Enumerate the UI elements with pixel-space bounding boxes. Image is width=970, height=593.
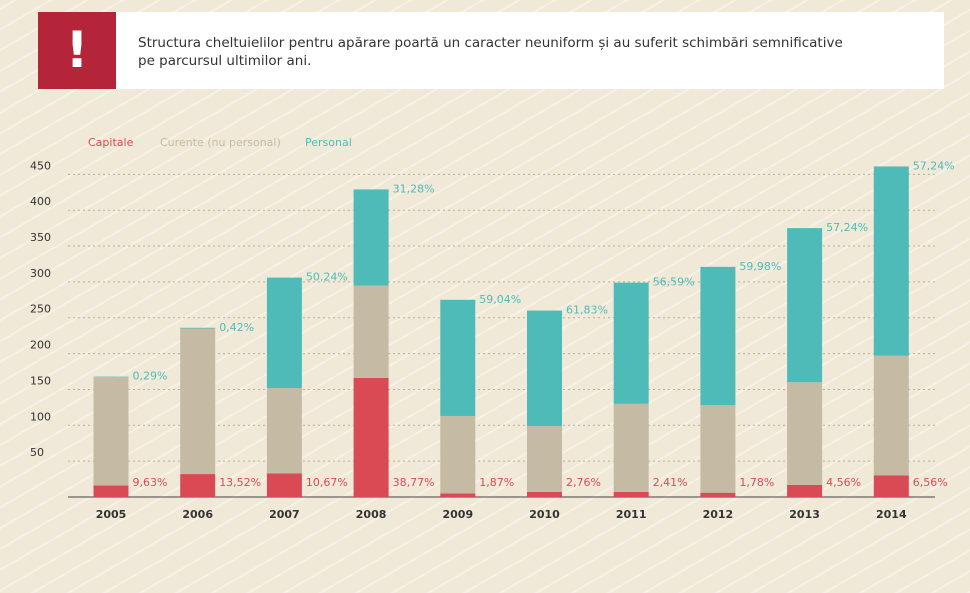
percent-label: 13,52%	[219, 476, 261, 489]
y-tick-label: 200	[30, 339, 51, 352]
header: ! Structura cheltuielilor pentru apărare…	[38, 12, 944, 89]
y-tick-label: 350	[30, 231, 51, 244]
bar-segment	[93, 376, 129, 486]
x-tick-label: 2008	[356, 508, 387, 521]
bar-segment	[180, 328, 216, 475]
bar-segment	[787, 382, 823, 485]
percent-label: 38,77%	[393, 476, 435, 489]
percent-label: 1,78%	[739, 476, 774, 489]
bar-segment	[266, 277, 302, 389]
bar-segment	[440, 493, 476, 497]
bar-segment	[613, 403, 649, 492]
bar-segment	[180, 327, 216, 329]
x-tick-label: 2012	[703, 508, 734, 521]
percent-label: 59,98%	[739, 260, 781, 273]
percent-label: 57,24%	[913, 159, 955, 172]
x-tick-label: 2014	[876, 508, 907, 521]
bar-segment	[700, 492, 736, 497]
percent-label: 4,56%	[826, 476, 861, 489]
y-tick-label: 400	[30, 195, 51, 208]
percent-label: 56,59%	[653, 276, 695, 289]
percent-label: 6,56%	[913, 476, 948, 489]
x-tick-label: 2010	[529, 508, 560, 521]
percent-label: 2,76%	[566, 476, 601, 489]
bar-segment	[180, 474, 216, 497]
legend-label: Curente (nu personal)	[160, 136, 281, 149]
percent-label: 0,42%	[219, 321, 254, 334]
bar-segment	[787, 228, 823, 383]
percent-label: 9,63%	[133, 476, 168, 489]
percent-label: 10,67%	[306, 476, 348, 489]
x-tick-label: 2013	[789, 508, 820, 521]
bar-segment	[93, 485, 129, 497]
bar-segment	[527, 491, 562, 497]
percent-label: 50,24%	[306, 271, 348, 284]
percent-label: 31,28%	[393, 182, 435, 195]
bar-segment	[873, 475, 909, 497]
bar-segment	[613, 282, 649, 404]
bar-segment	[266, 473, 302, 497]
x-tick-label: 2007	[269, 508, 300, 521]
bar-segment	[266, 388, 302, 474]
bar-segment	[873, 166, 909, 356]
legend-label: Personal	[305, 136, 352, 149]
y-tick-label: 250	[30, 303, 51, 316]
percent-label: 61,83%	[566, 304, 608, 317]
percent-label: 57,24%	[826, 221, 868, 234]
x-tick-label: 2009	[442, 508, 473, 521]
bar-segment	[700, 405, 736, 493]
bar-segment	[353, 285, 389, 378]
bar-segment	[353, 189, 389, 286]
percent-label: 1,87%	[479, 476, 514, 489]
bar-segment	[700, 266, 736, 406]
bar-segment	[873, 355, 909, 476]
bar-segment	[527, 426, 562, 492]
y-tick-label: 300	[30, 267, 51, 280]
y-tick-label: 50	[30, 446, 44, 459]
bar-segment	[613, 491, 649, 497]
percent-label: 0,29%	[133, 370, 168, 383]
legend-label: Capitale	[88, 136, 134, 149]
bar-segment	[353, 377, 389, 497]
bar-segment	[787, 484, 823, 497]
bar-segment	[527, 310, 562, 427]
y-tick-label: 450	[30, 159, 51, 172]
y-tick-label: 100	[30, 410, 51, 423]
percent-label: 2,41%	[653, 476, 688, 489]
bar-segment	[440, 415, 476, 494]
bar-segment	[440, 299, 476, 416]
alert-icon: !	[38, 12, 116, 89]
x-tick-label: 2005	[96, 508, 127, 521]
y-tick-label: 150	[30, 374, 51, 387]
header-text: Structura cheltuielilor pentru apărare p…	[138, 35, 843, 69]
x-tick-label: 2011	[616, 508, 647, 521]
x-tick-label: 2006	[182, 508, 213, 521]
percent-label: 59,04%	[479, 293, 521, 306]
